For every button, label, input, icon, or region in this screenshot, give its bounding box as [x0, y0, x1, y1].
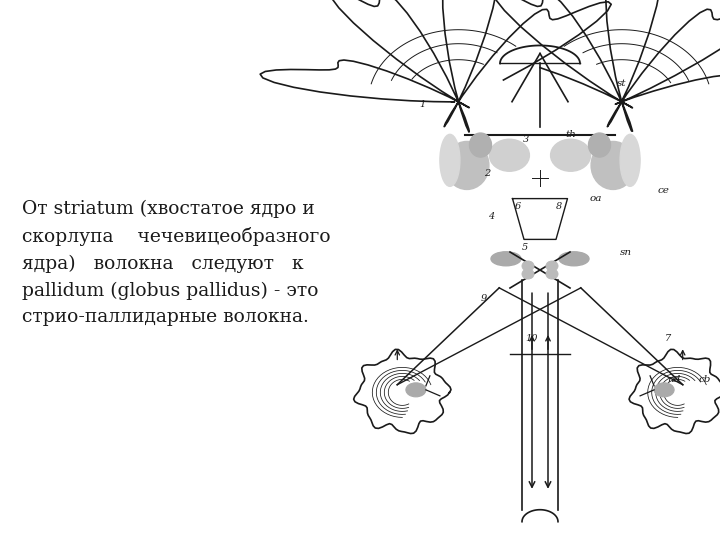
- Ellipse shape: [522, 269, 534, 279]
- Polygon shape: [629, 349, 720, 434]
- Text: sn: sn: [620, 248, 632, 256]
- Text: От striatum (хвостатое ядро и
скорлупа    чечевицеобразного
ядра)   волокна   сл: От striatum (хвостатое ядро и скорлупа ч…: [22, 200, 330, 326]
- Ellipse shape: [559, 252, 589, 266]
- Text: 1: 1: [420, 100, 426, 109]
- Ellipse shape: [551, 139, 590, 171]
- Polygon shape: [513, 199, 567, 239]
- Ellipse shape: [406, 383, 426, 397]
- Ellipse shape: [490, 139, 529, 171]
- Ellipse shape: [546, 261, 558, 271]
- Text: st: st: [616, 79, 626, 89]
- Text: 3: 3: [523, 136, 529, 144]
- Text: cb: cb: [698, 375, 711, 384]
- Text: th: th: [565, 130, 576, 139]
- Polygon shape: [260, 0, 611, 132]
- Text: 10: 10: [526, 334, 538, 343]
- Ellipse shape: [546, 269, 558, 279]
- Text: nd: nd: [667, 375, 680, 384]
- Ellipse shape: [591, 141, 635, 190]
- Ellipse shape: [491, 252, 521, 266]
- Text: 5: 5: [521, 242, 528, 252]
- Polygon shape: [492, 0, 720, 131]
- Ellipse shape: [620, 134, 640, 186]
- Text: 9: 9: [481, 294, 487, 302]
- Text: 6: 6: [515, 202, 521, 211]
- Ellipse shape: [445, 141, 489, 190]
- Text: oa: oa: [589, 194, 602, 203]
- Polygon shape: [522, 280, 558, 510]
- Text: ce: ce: [657, 186, 669, 195]
- Ellipse shape: [654, 383, 674, 397]
- Ellipse shape: [440, 134, 460, 186]
- Text: 7: 7: [665, 334, 670, 343]
- Ellipse shape: [588, 133, 611, 157]
- Ellipse shape: [522, 261, 534, 271]
- Text: 2: 2: [484, 168, 490, 178]
- Text: 4: 4: [487, 212, 494, 221]
- Ellipse shape: [526, 167, 554, 189]
- Ellipse shape: [469, 133, 492, 157]
- Text: 8: 8: [556, 202, 562, 211]
- Polygon shape: [354, 349, 451, 434]
